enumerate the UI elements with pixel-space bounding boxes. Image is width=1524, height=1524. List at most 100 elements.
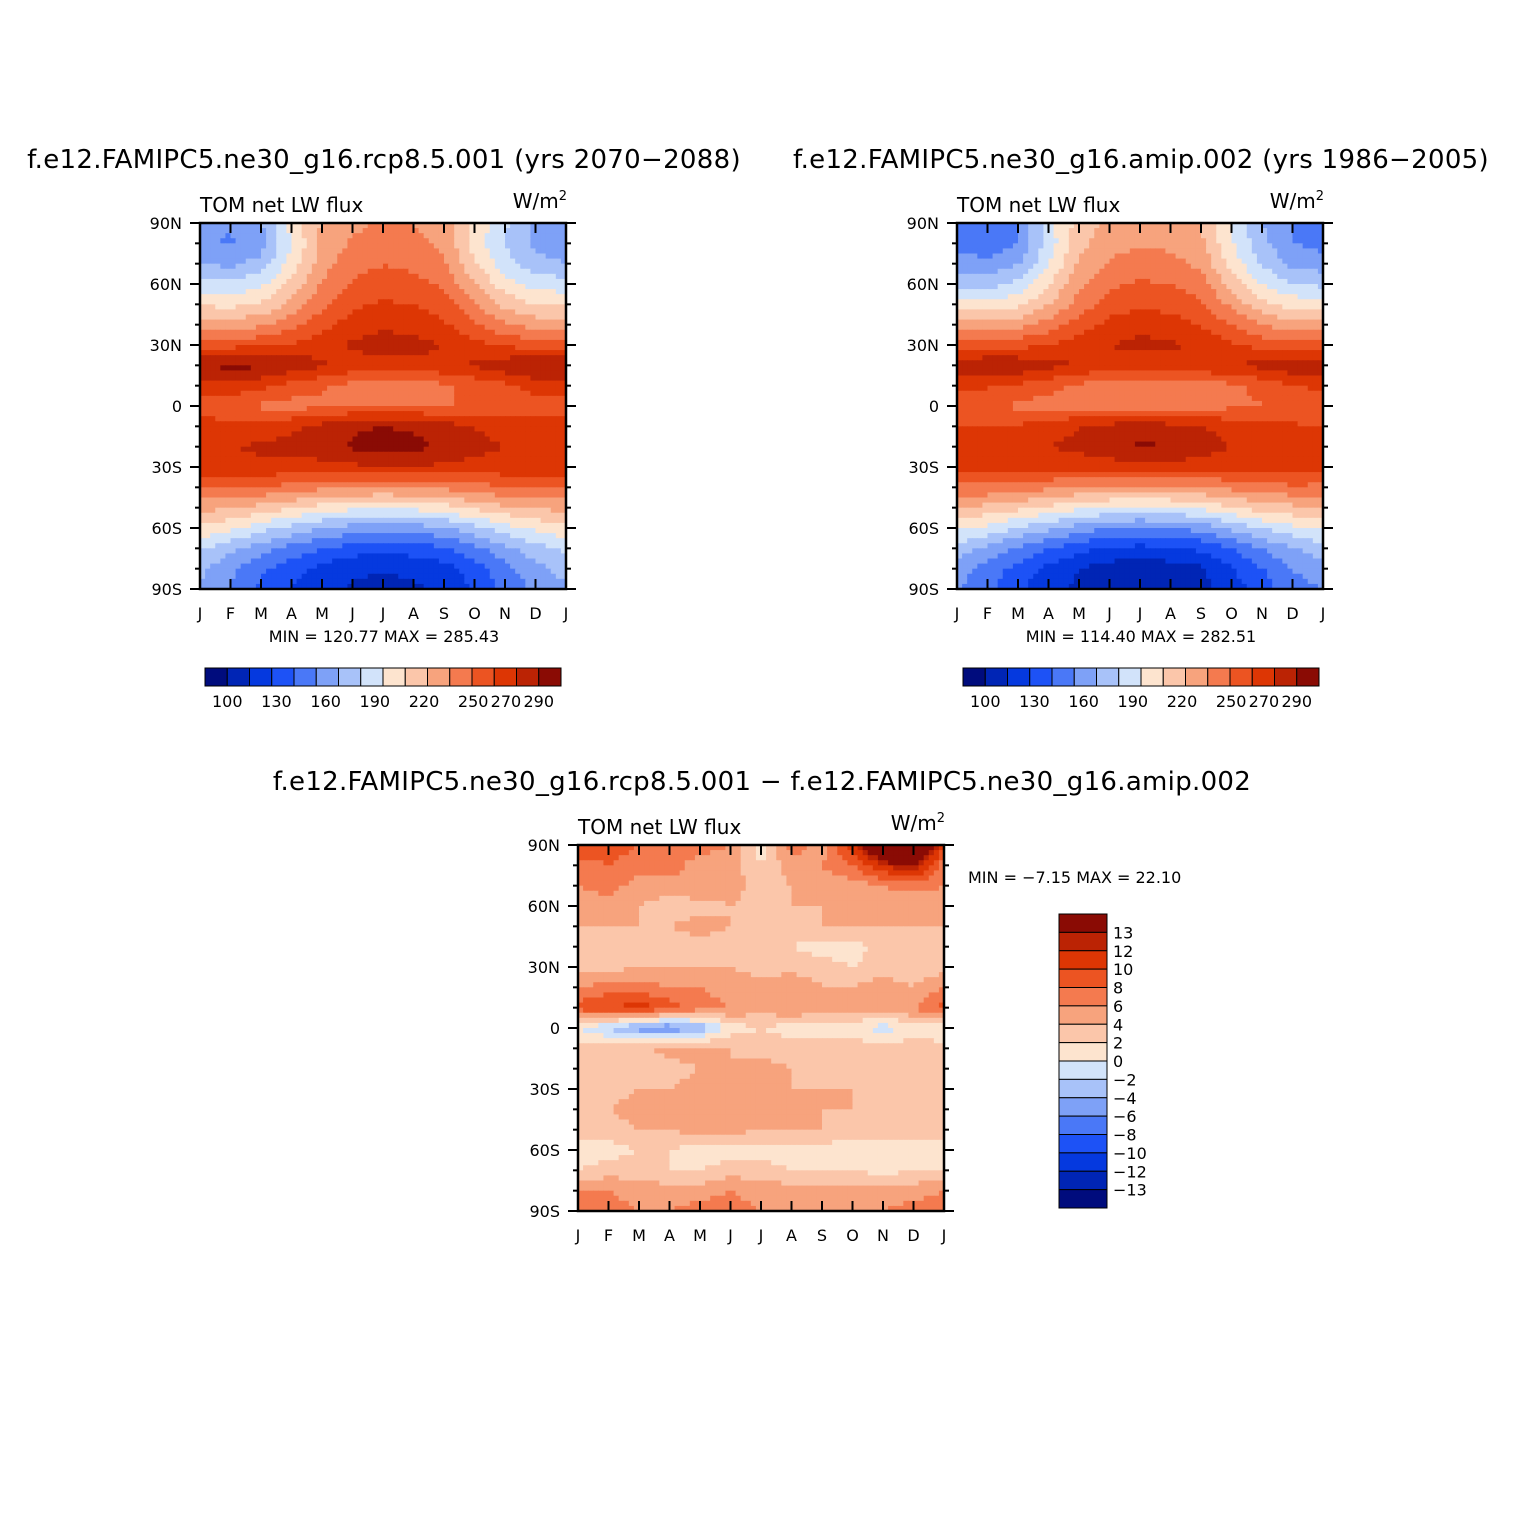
contour-cell xyxy=(307,503,313,509)
contour-cell xyxy=(225,391,231,397)
contour-cell xyxy=(347,391,353,397)
contour-cell xyxy=(388,340,394,346)
contour-cell xyxy=(297,396,303,402)
contour-cell xyxy=(439,564,445,570)
contour-cell xyxy=(480,569,486,575)
contour-cell xyxy=(434,315,440,321)
contour-cell xyxy=(225,294,231,300)
contour-cell xyxy=(525,543,531,549)
contour-cell xyxy=(220,406,226,412)
contour-cell xyxy=(327,548,333,554)
contour-cell xyxy=(444,416,450,422)
contour-cell xyxy=(297,304,303,310)
contour-cell xyxy=(205,269,211,275)
contour-cell xyxy=(510,350,516,356)
contour-cell xyxy=(220,254,226,260)
contour-cell xyxy=(307,370,313,376)
contour-cell xyxy=(251,299,257,305)
contour-cell xyxy=(363,254,369,260)
contour-cell xyxy=(551,345,557,351)
contour-cell xyxy=(266,523,272,529)
contour-cell xyxy=(530,416,536,422)
contour-cell xyxy=(393,442,399,448)
contour-cell xyxy=(378,411,384,417)
contour-cell xyxy=(464,564,470,570)
contour-cell xyxy=(256,289,262,295)
contour-cell xyxy=(373,299,379,305)
contour-cell xyxy=(525,569,531,575)
contour-cell xyxy=(327,370,333,376)
contour-cell xyxy=(225,538,231,544)
contour-cell xyxy=(383,294,389,300)
contour-cell xyxy=(373,233,379,239)
contour-cell xyxy=(388,309,394,315)
contour-cell xyxy=(469,472,475,478)
contour-cell xyxy=(292,477,298,483)
contour-cell xyxy=(373,259,379,265)
contour-cell xyxy=(490,442,496,448)
contour-cell xyxy=(495,355,501,361)
contour-cell xyxy=(475,498,481,504)
contour-cell xyxy=(297,335,303,341)
contour-cell xyxy=(480,376,486,382)
contour-cell xyxy=(525,518,531,524)
contour-cell xyxy=(286,426,292,432)
contour-cell xyxy=(220,431,226,437)
contour-cell xyxy=(490,345,496,351)
contour-cell xyxy=(546,320,552,326)
contour-cell xyxy=(246,457,252,463)
contour-cell xyxy=(286,548,292,554)
contour-cell xyxy=(327,279,333,285)
contour-cell xyxy=(266,259,272,265)
contour-cell xyxy=(475,437,481,443)
contour-cell xyxy=(520,462,526,468)
contour-cell xyxy=(424,238,430,244)
contour-cell xyxy=(332,416,338,422)
contour-cell xyxy=(271,431,277,437)
contour-cell xyxy=(419,472,425,478)
contour-cell xyxy=(231,254,237,260)
contour-cell xyxy=(292,442,298,448)
contour-cell xyxy=(556,487,562,493)
contour-cell xyxy=(342,269,348,275)
contour-cell xyxy=(246,279,252,285)
contour-cell xyxy=(317,548,323,554)
contour-cell xyxy=(281,360,287,366)
contour-cell xyxy=(368,431,374,437)
contour-cell xyxy=(246,548,252,554)
contour-cell xyxy=(505,523,511,529)
contour-cell xyxy=(480,396,486,402)
contour-cell xyxy=(210,269,216,275)
contour-cell xyxy=(490,386,496,392)
contour-cell xyxy=(271,426,277,432)
contour-cell xyxy=(546,559,552,565)
contour-cell xyxy=(342,564,348,570)
contour-cell xyxy=(353,518,359,524)
contour-cell xyxy=(292,345,298,351)
contour-cell xyxy=(281,538,287,544)
contour-cell xyxy=(490,304,496,310)
contour-cell xyxy=(480,264,486,270)
contour-cell xyxy=(403,426,409,432)
contour-cell xyxy=(256,538,262,544)
contour-cell xyxy=(241,513,247,519)
contour-cell xyxy=(439,452,445,458)
contour-cell xyxy=(271,574,277,580)
contour-cell xyxy=(480,381,486,387)
contour-cell xyxy=(342,370,348,376)
contour-cell xyxy=(541,304,547,310)
contour-cell xyxy=(322,315,328,321)
contour-cell xyxy=(444,370,450,376)
contour-cell xyxy=(434,228,440,234)
contour-cell xyxy=(276,335,282,341)
contour-cell xyxy=(475,284,481,290)
contour-cell xyxy=(383,421,389,427)
contour-cell xyxy=(551,315,557,321)
contour-cell xyxy=(414,457,420,463)
contour-cell xyxy=(378,467,384,473)
contour-cell xyxy=(256,421,262,427)
contour-cell xyxy=(429,482,435,488)
contour-cell xyxy=(373,437,379,443)
contour-cell xyxy=(342,513,348,519)
contour-cell xyxy=(236,553,242,559)
